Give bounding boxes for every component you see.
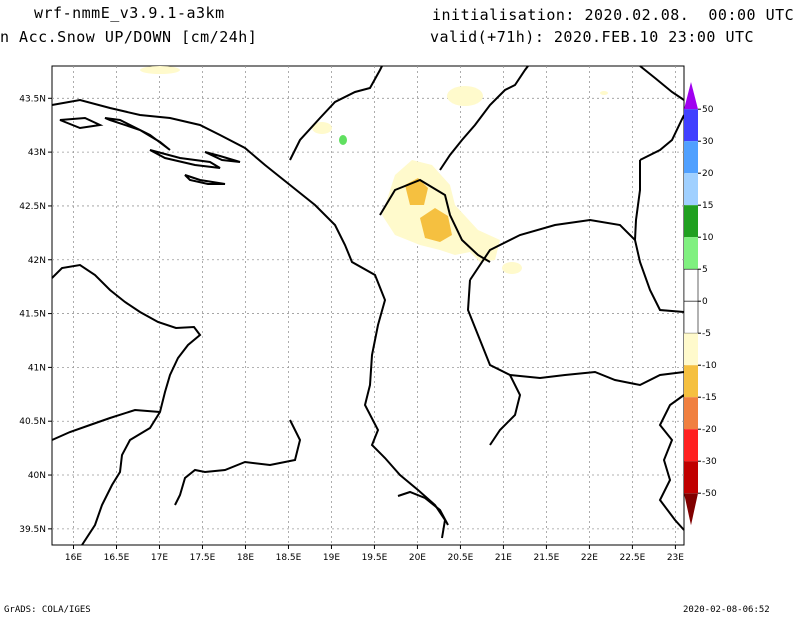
colorbar-segment [684, 109, 698, 142]
lon-tick-label: 17.5E [190, 553, 216, 563]
lat-tick-label: 42.5N [19, 202, 46, 212]
lat-tick-label: 40.5N [19, 417, 46, 427]
colorbar-label: 0 [702, 297, 708, 307]
lon-tick-label: 19E [323, 553, 340, 563]
colorbar-segment [684, 141, 698, 174]
colorbar-segment [684, 333, 698, 366]
colorbar-label: -30 [702, 457, 717, 467]
lon-tick-label: 20.5E [448, 553, 474, 563]
coastlines [51, 65, 685, 546]
valid-time: valid(+71h): 2020.FEB.10 23:00 UTC [430, 28, 755, 46]
colorbar-label: 50 [702, 105, 714, 115]
lon-tick-label: 22.5E [620, 553, 646, 563]
lat-tick-label: 41N [28, 363, 46, 373]
snow-patch [447, 86, 483, 106]
snow-patch [600, 91, 608, 95]
init-time: initialisation: 2020.02.08. 00:00 UTC [432, 6, 795, 24]
lat-tick-label: 42N [28, 256, 46, 266]
lon-tick-label: 17E [151, 553, 168, 563]
lon-tick-label: 19.5E [362, 553, 388, 563]
lon-tick-label: 22E [581, 553, 598, 563]
grid-lines [48, 66, 684, 549]
lon-tick-label: 23E [667, 553, 684, 563]
lat-labels: 43.5N 43N 42.5N 42N 41.5N 41N 40.5N 40N 39.5N [19, 94, 46, 535]
snow-patch [140, 66, 180, 74]
snow-patch [502, 262, 522, 274]
lon-tick-label: 18E [237, 553, 254, 563]
lon-labels: 16E 16.5E 17E 17.5E 18E 18.5E 19E 19.5E 20E 20.5E… [65, 553, 684, 563]
colorbar-label: 10 [702, 233, 714, 243]
lat-tick-label: 43.5N [19, 94, 46, 104]
colorbar-segment [684, 365, 698, 398]
colorbar-label: -10 [702, 361, 717, 371]
colorbar-label: 15 [702, 201, 713, 211]
lat-tick-label: 41.5N [19, 310, 46, 320]
colorbar-segment [684, 82, 698, 110]
lon-tick-label: 16E [65, 553, 82, 563]
colorbar-label: -5 [702, 329, 711, 339]
lon-tick-label: 21.5E [534, 553, 560, 563]
snow-patch [382, 160, 500, 262]
lon-tick-label: 16.5E [104, 553, 130, 563]
snow-patch [420, 208, 452, 242]
lon-tick-label: 18.5E [276, 553, 302, 563]
colorbar-label: 30 [702, 137, 714, 147]
colorbar-label: -20 [702, 425, 717, 435]
colorbar-label: -50 [702, 489, 717, 499]
colorbar-segment [683, 300, 699, 334]
colorbar-segment [684, 461, 698, 494]
lon-tick-label: 21E [495, 553, 512, 563]
snow-patch [339, 135, 347, 145]
snow-patch [312, 122, 332, 134]
colorbar-segment [684, 205, 698, 238]
lon-tick-label: 20E [409, 553, 426, 563]
colorbar-segment [684, 237, 698, 270]
colorbar-label: -15 [702, 393, 717, 403]
snow-shading [140, 66, 608, 274]
colorbar-segment [684, 397, 698, 430]
lat-tick-label: 43N [28, 148, 46, 158]
footer-left: GrADS: COLA/IGES [4, 605, 91, 615]
model-title: wrf-nmmE_v3.9.1-a3km [34, 4, 225, 22]
colorbar-segment [684, 429, 698, 462]
colorbar-segment [684, 173, 698, 206]
lat-tick-label: 40N [28, 471, 46, 481]
variable-title: n Acc.Snow UP/DOWN [cm/24h] [0, 28, 258, 46]
colorbar-label: 5 [702, 265, 708, 275]
lat-tick-label: 39.5N [19, 525, 46, 535]
colorbar-segment [683, 268, 699, 302]
footer-right: 2020-02-08-06:52 [683, 605, 770, 615]
colorbar-label: 20 [702, 169, 714, 179]
colorbar-segment [684, 493, 698, 526]
